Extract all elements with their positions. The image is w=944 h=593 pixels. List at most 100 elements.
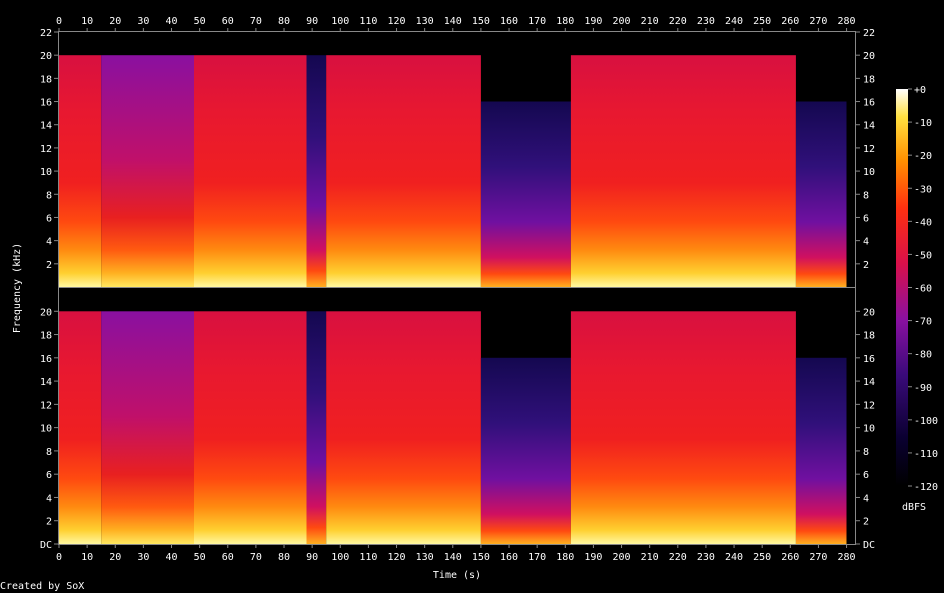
y-tick-upper-left-label: 2 <box>46 260 52 271</box>
x-tick-bottom-label: 200 <box>613 552 631 563</box>
x-tick-bottom-label: 20 <box>109 552 121 563</box>
lower-channel-frame <box>58 287 856 545</box>
x-tick-top-label: 30 <box>137 16 149 27</box>
x-tick-bottom-label: 70 <box>250 552 262 563</box>
y-tick-lower-left-label: DC <box>40 540 52 551</box>
y-tick-upper-left-label: 6 <box>46 213 52 224</box>
x-tick-top-label: 20 <box>109 16 121 27</box>
x-tick-bottom-label: 150 <box>472 552 490 563</box>
spectrum-segment-upper-8 <box>795 101 847 287</box>
x-tick-top-label: 110 <box>359 16 377 27</box>
colorbar-tick-label: -20 <box>914 151 932 162</box>
x-tick-top-label: 90 <box>306 16 318 27</box>
colorbar-tick-label: -70 <box>914 317 932 328</box>
y-tick-upper-right-label: 20 <box>863 51 875 62</box>
x-tick-bottom-label: 40 <box>165 552 177 563</box>
axis-ticks: 0 0 10 10 20 20 30 30 40 40 50 50 60 60 70 70 80 80 90 90 10… <box>40 16 875 563</box>
x-tick-top-label: 120 <box>387 16 405 27</box>
x-tick-bottom-label: 160 <box>500 552 518 563</box>
x-tick-top-label: 240 <box>725 16 743 27</box>
colorbar-tick-label: -60 <box>914 284 932 295</box>
y-tick-lower-right-label: 20 <box>863 307 875 318</box>
x-tick-top-label: 10 <box>81 16 93 27</box>
y-tick-lower-right-label: 10 <box>863 424 875 435</box>
x-tick-bottom-label: 60 <box>222 552 234 563</box>
y-tick-upper-left-label: 14 <box>40 121 52 132</box>
x-tick-bottom-label: 100 <box>331 552 349 563</box>
y-tick-upper-left-label: 4 <box>46 237 52 248</box>
x-tick-bottom-label: 30 <box>137 552 149 563</box>
x-tick-bottom-label: 10 <box>81 552 93 563</box>
y-tick-upper-right-label: 8 <box>863 190 869 201</box>
x-tick-bottom-label: 50 <box>194 552 206 563</box>
x-tick-bottom-label: 230 <box>697 552 715 563</box>
x-tick-top-label: 50 <box>194 16 206 27</box>
y-tick-lower-left-label: 6 <box>46 470 52 481</box>
x-tick-bottom-label: 220 <box>669 552 687 563</box>
y-axis-label: Frequency (kHz) <box>12 243 23 333</box>
y-tick-upper-left-label: 22 <box>40 28 52 39</box>
x-tick-top-label: 70 <box>250 16 262 27</box>
spectrum-segment-upper-7 <box>570 55 796 288</box>
x-tick-top-label: 40 <box>165 16 177 27</box>
y-tick-lower-right-label: 2 <box>863 517 869 528</box>
colorbar-tick-label: -50 <box>914 250 932 261</box>
x-tick-top-label: 160 <box>500 16 518 27</box>
x-tick-top-label: 280 <box>838 16 856 27</box>
colorbar-tick-label: -10 <box>914 118 932 129</box>
x-tick-bottom-label: 170 <box>528 552 546 563</box>
x-tick-top-label: 210 <box>641 16 659 27</box>
x-tick-top-label: 150 <box>472 16 490 27</box>
spectrum-segment-lower-5 <box>326 311 481 544</box>
spectrum-segment-upper-2 <box>157 55 194 288</box>
y-tick-upper-right-label: 16 <box>863 98 875 109</box>
x-tick-bottom-label: 250 <box>753 552 771 563</box>
x-tick-top-label: 190 <box>584 16 602 27</box>
y-tick-lower-left-label: 16 <box>40 354 52 365</box>
spectrum-segment-upper-4 <box>306 55 327 288</box>
spectrum-segment-lower-6 <box>480 357 571 544</box>
x-axis-label: Time (s) <box>433 570 481 581</box>
x-tick-bottom-label: 210 <box>641 552 659 563</box>
y-tick-upper-left-label: 12 <box>40 144 52 155</box>
y-tick-lower-left-label: 14 <box>40 377 52 388</box>
colorbar-tick-label: -100 <box>914 416 938 427</box>
y-tick-lower-left-label: 20 <box>40 307 52 318</box>
upper-channel-plot <box>59 55 847 288</box>
y-tick-lower-left-label: 12 <box>40 400 52 411</box>
y-tick-upper-left-label: 8 <box>46 190 52 201</box>
colorbar-tick-label: -30 <box>914 184 932 195</box>
y-tick-upper-left-label: 16 <box>40 98 52 109</box>
y-tick-lower-left-label: 8 <box>46 447 52 458</box>
x-tick-bottom-label: 130 <box>416 552 434 563</box>
y-tick-lower-right-label: 18 <box>863 331 875 342</box>
spectrum-segment-lower-4 <box>306 311 327 544</box>
colorbar-tick-label: -120 <box>914 482 938 493</box>
y-tick-lower-right-label: 4 <box>863 493 869 504</box>
colorbar-ticks: +0 -10 -20 -30 -40 -50 -60 -70 -80 -90 -100 -110 -12… <box>908 85 938 493</box>
colorbar-tick-label: -110 <box>914 449 938 460</box>
spectrum-segment-upper-6 <box>480 101 571 287</box>
lower-channel-plot <box>59 311 847 544</box>
spectrum-segment-upper-5 <box>326 55 481 288</box>
x-tick-bottom-label: 190 <box>584 552 602 563</box>
y-tick-lower-left-label: 18 <box>40 331 52 342</box>
x-tick-bottom-label: 110 <box>359 552 377 563</box>
x-tick-top-label: 130 <box>416 16 434 27</box>
x-tick-top-label: 220 <box>669 16 687 27</box>
y-tick-lower-right-label: 16 <box>863 354 875 365</box>
spectrum-segment-lower-0 <box>59 311 102 544</box>
y-tick-upper-right-label: 22 <box>863 28 875 39</box>
x-tick-top-label: 260 <box>781 16 799 27</box>
x-tick-bottom-label: 270 <box>809 552 827 563</box>
y-tick-lower-right-label: 14 <box>863 377 875 388</box>
y-tick-upper-right-label: 14 <box>863 121 875 132</box>
footer-credit: Created by SoX <box>0 581 84 592</box>
y-tick-lower-right-label: 6 <box>863 470 869 481</box>
x-tick-bottom-label: 260 <box>781 552 799 563</box>
colorbar-tick-label: -40 <box>914 217 932 228</box>
spectrum-segment-lower-7 <box>570 311 796 544</box>
x-tick-top-label: 230 <box>697 16 715 27</box>
x-tick-top-label: 0 <box>56 16 62 27</box>
